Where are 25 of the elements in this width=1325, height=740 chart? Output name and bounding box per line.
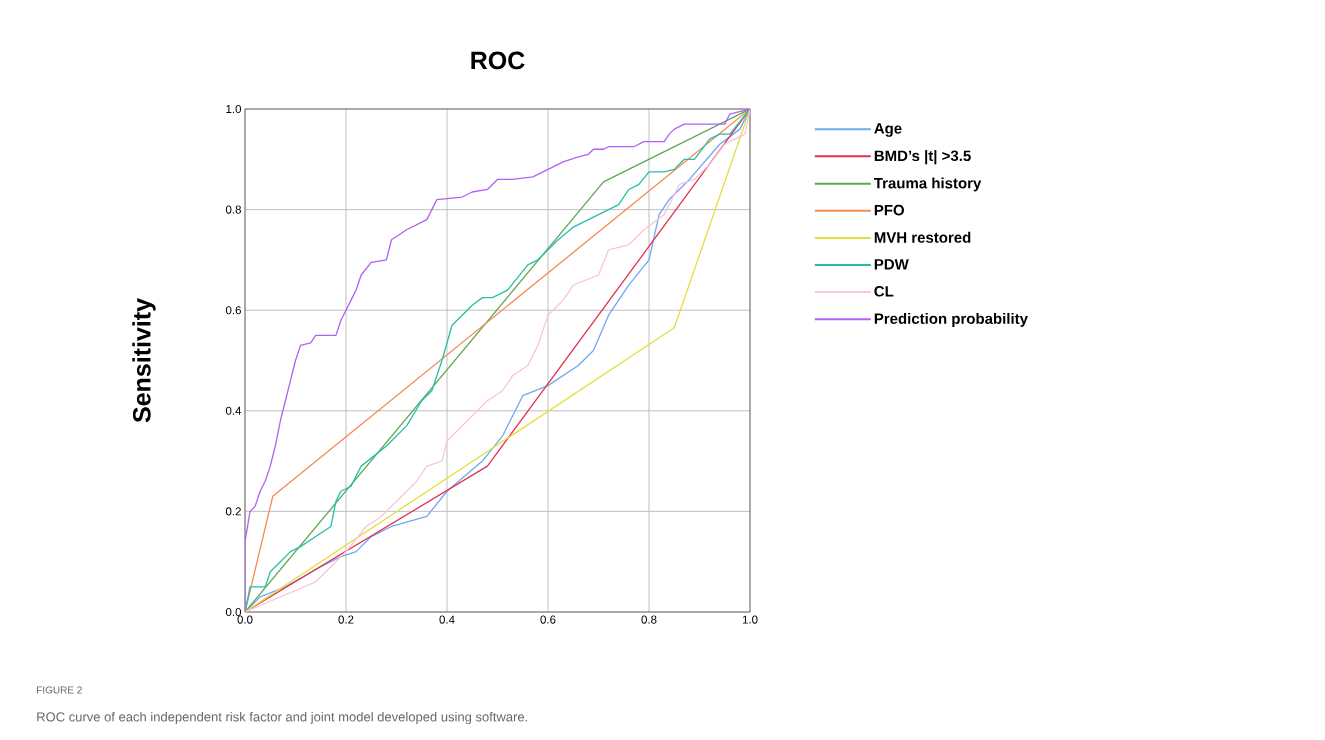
legend-label: Age — [874, 123, 902, 137]
legend-label: BMD’s |t| >3.5 — [874, 150, 971, 165]
x-tick-label: 0.8 — [641, 615, 657, 624]
caption: FIGURE 2 — [37, 686, 82, 694]
y-tick-label: 0.0 — [225, 607, 242, 617]
legend-label: MVH restored — [874, 231, 971, 243]
x-tick-label: 0.6 — [540, 615, 556, 624]
legend-label: PFO — [874, 204, 904, 216]
x-tick-label: 0.4 — [439, 615, 455, 624]
legend-label: Prediction probability — [874, 312, 1028, 327]
x-tick-label: 0.2 — [338, 615, 354, 624]
x-tick-label: 1.0 — [742, 615, 758, 624]
legend-label: CL — [874, 285, 894, 297]
y-tick-label: 0.6 — [225, 306, 241, 315]
line-series — [245, 109, 751, 612]
chart-title: ROC — [471, 51, 525, 70]
y-tick-label: 0.2 — [225, 507, 241, 516]
y-tick-label: 1.0 — [226, 104, 242, 114]
y-tick-label: 0.4 — [225, 406, 242, 415]
y-tick-label: 0.8 — [225, 205, 241, 214]
x-tick-label: 0.0 — [237, 615, 253, 624]
legend-label: Trauma history — [873, 177, 982, 192]
legend-label: PDW — [874, 259, 909, 270]
y-axis-title: Sensitivity — [132, 298, 156, 423]
text: ROC curve of each independent risk factor and joint model developed using software. — [37, 711, 528, 725]
